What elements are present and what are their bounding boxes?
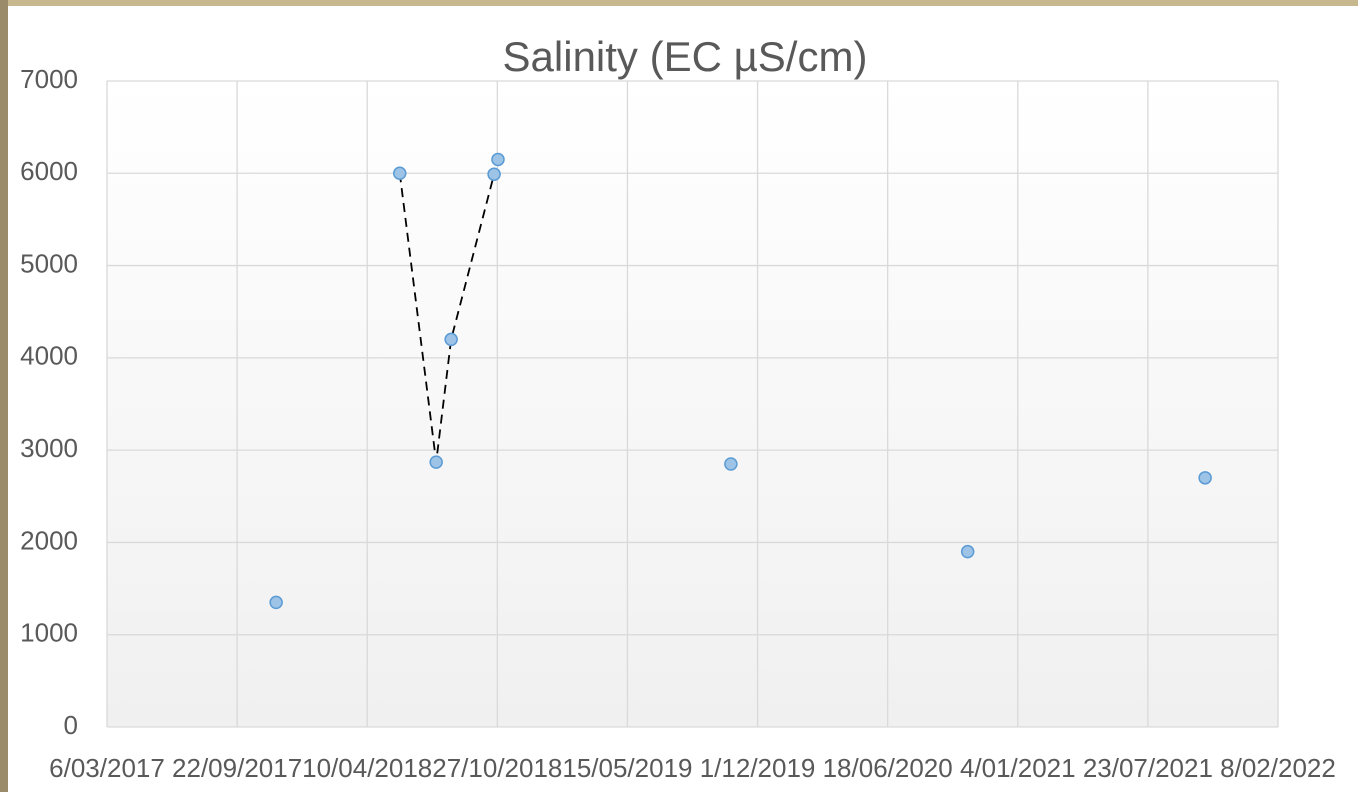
x-tick-label: 1/12/2019 [700, 753, 816, 783]
x-tick-label: 6/03/2017 [49, 753, 165, 783]
y-tick-label: 5000 [20, 248, 78, 278]
data-point [445, 333, 457, 345]
data-point [488, 168, 500, 180]
data-point [430, 456, 442, 468]
y-tick-label: 6000 [20, 156, 78, 186]
photo-edge [0, 0, 1358, 6]
y-tick-label: 0 [64, 710, 78, 740]
chart: Salinity (EC µS/cm) 0 1000 2000 3000 4000 500… [0, 0, 1358, 792]
y-tick-label: 3000 [20, 433, 78, 463]
data-point [270, 596, 282, 608]
y-tick-label: 1000 [20, 618, 78, 648]
data-point [962, 546, 974, 558]
data-point [394, 167, 406, 179]
data-point [1199, 472, 1211, 484]
x-tick-label: 27/10/2018 [432, 753, 562, 783]
plot-area [107, 81, 1278, 727]
data-point [725, 458, 737, 470]
chart-title: Salinity (EC µS/cm) [503, 33, 868, 80]
x-tick-label: 10/04/2018 [302, 753, 432, 783]
photo-edge [0, 0, 8, 792]
data-point [492, 153, 504, 165]
y-tick-label: 2000 [20, 525, 78, 555]
y-tick-label: 7000 [20, 64, 78, 94]
x-tick-label: 23/07/2021 [1083, 753, 1213, 783]
page: Salinity (EC µS/cm) 0 1000 2000 3000 4000 500… [0, 0, 1358, 792]
x-tick-label: 4/01/2021 [960, 753, 1076, 783]
y-tick-label: 4000 [20, 341, 78, 371]
x-tick-label: 15/05/2019 [562, 753, 692, 783]
x-tick-label: 8/02/2022 [1220, 753, 1336, 783]
x-tick-label: 22/09/2017 [172, 753, 302, 783]
x-tick-label: 18/06/2020 [823, 753, 953, 783]
